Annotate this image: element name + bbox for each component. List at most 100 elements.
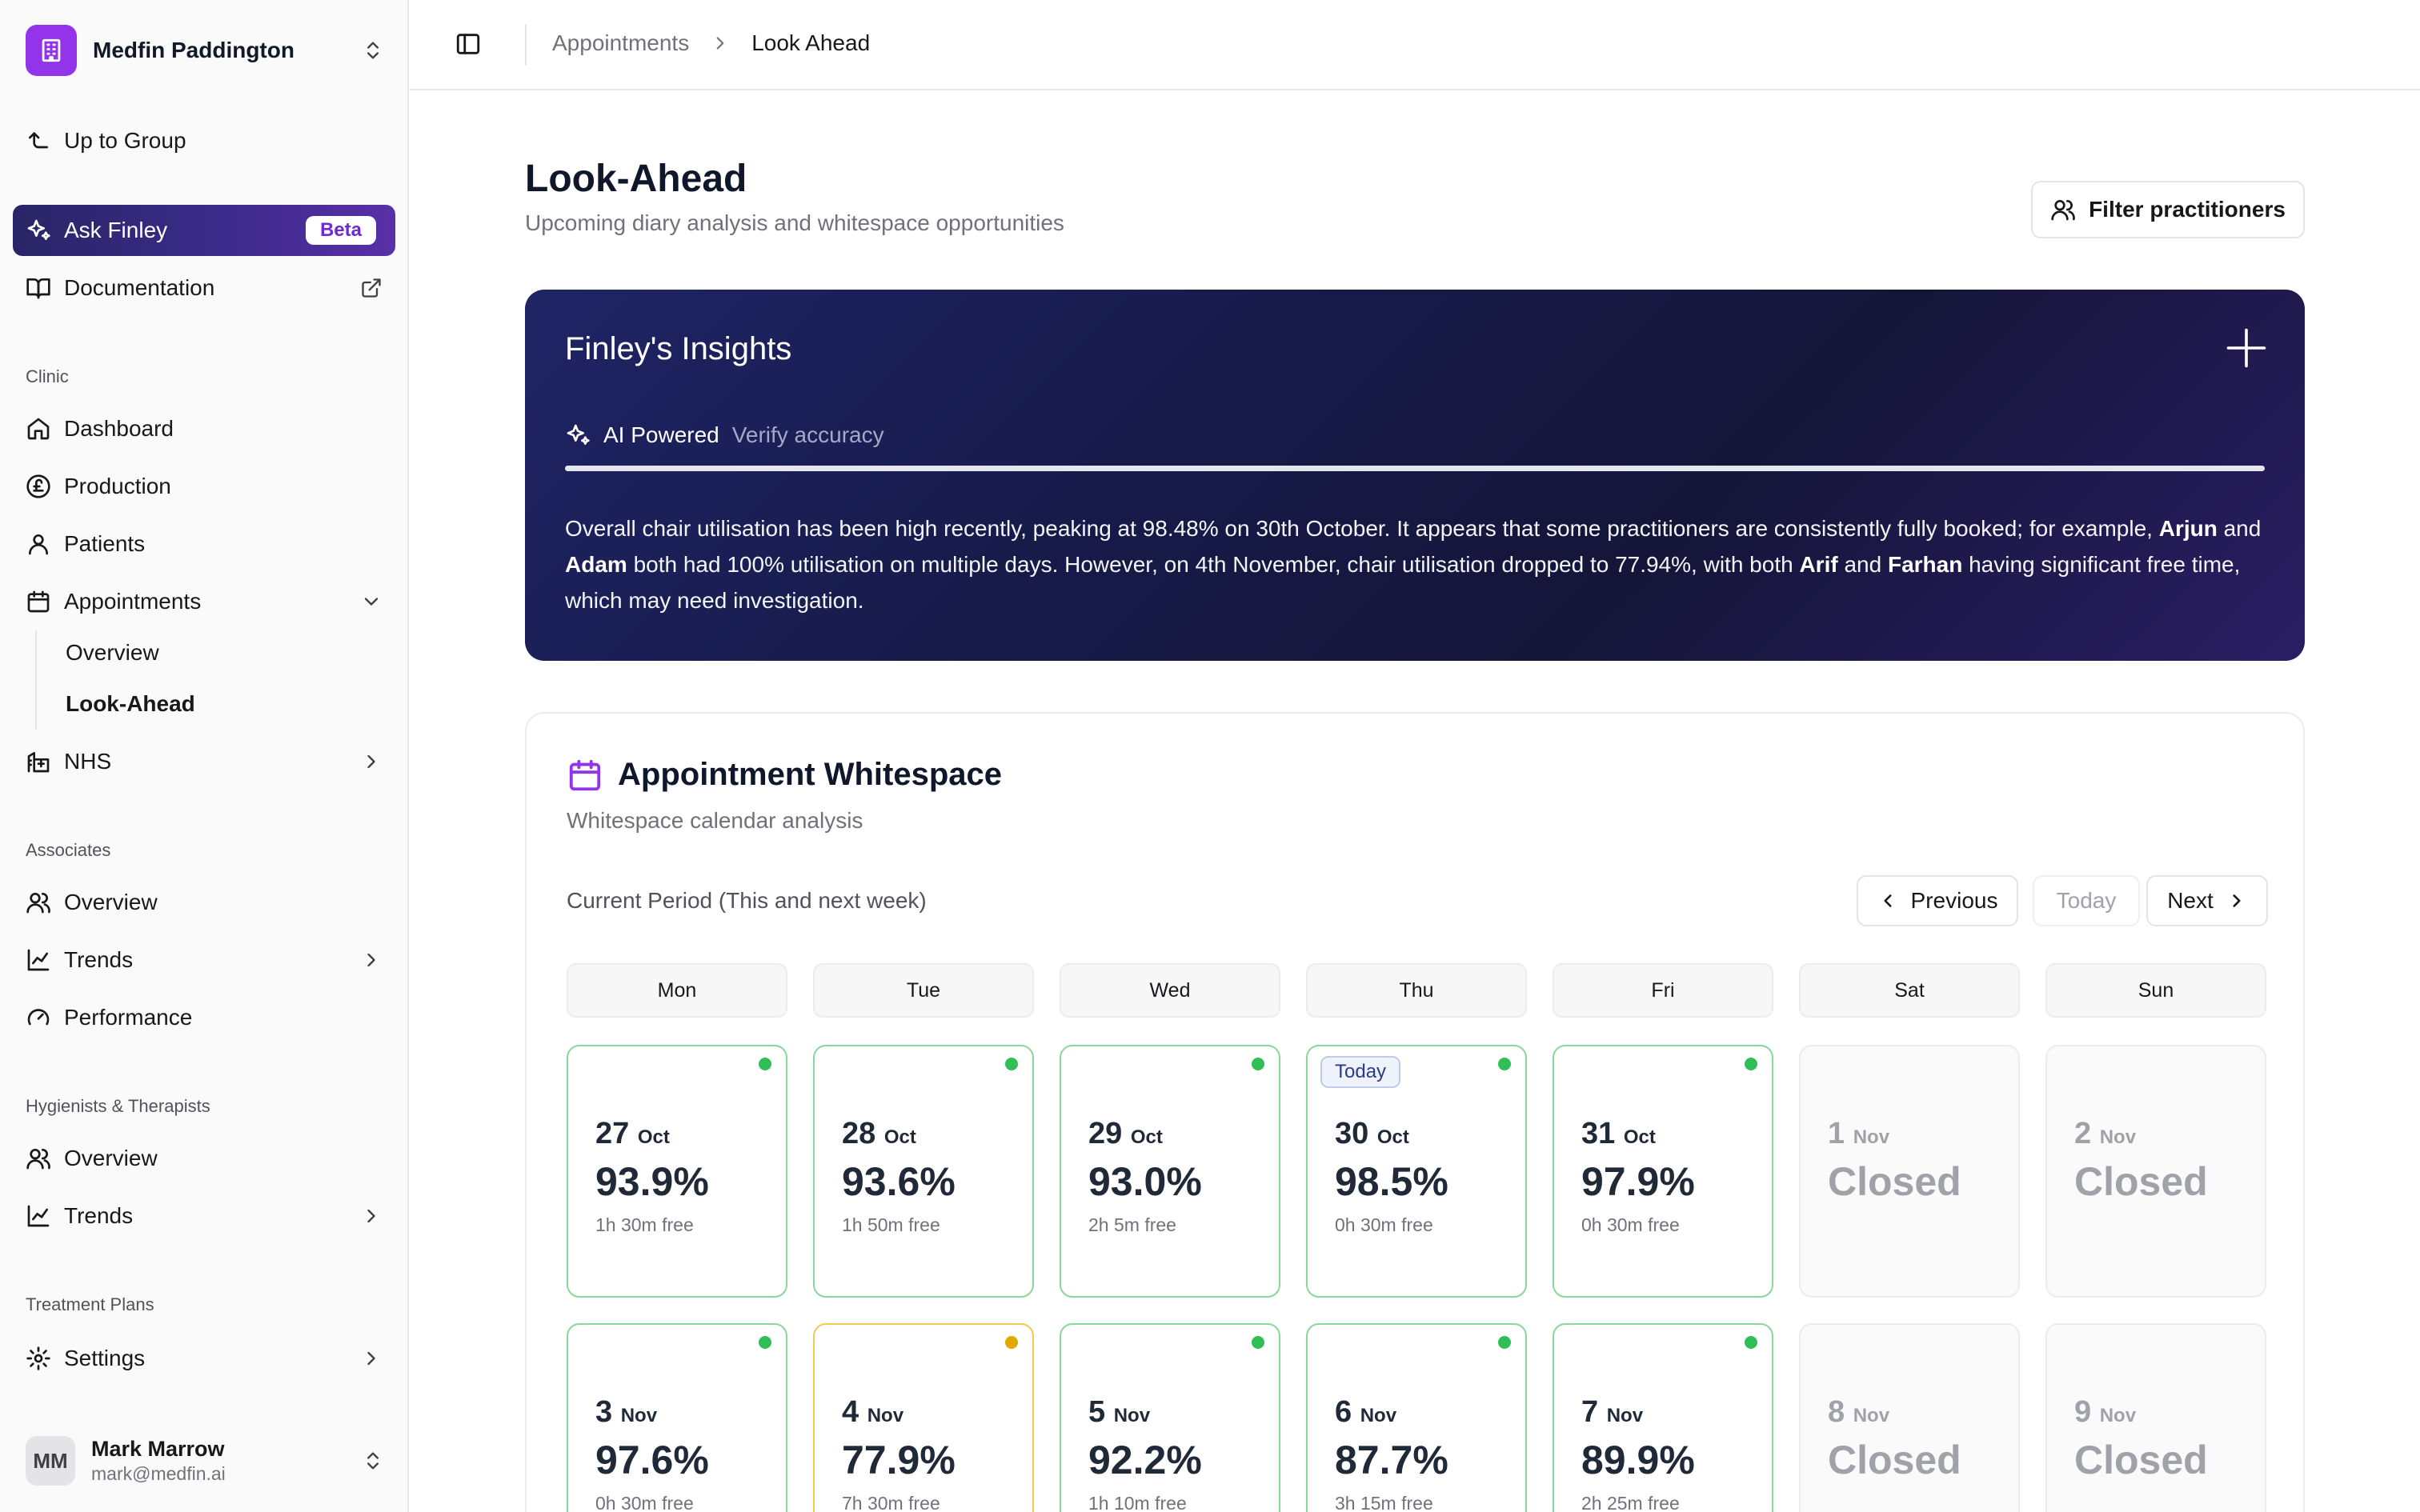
user-details: Mark Marrow mark@medfin.ai — [91, 1437, 362, 1485]
sidebar-item-associates-trends[interactable]: Trends — [13, 934, 395, 986]
breadcrumb-current: Look Ahead — [751, 30, 871, 55]
group-label-clinic: Clinic — [26, 366, 69, 386]
weekday-header: Sun — [2045, 963, 2266, 1018]
filter-practitioners-button[interactable]: Filter practitioners — [2031, 181, 2305, 238]
insights-title: Finley's Insights — [565, 331, 792, 366]
cell-day-number: 5 — [1088, 1395, 1106, 1429]
documentation-link[interactable]: Documentation — [13, 262, 395, 314]
org-name: Medfin Paddington — [93, 38, 294, 62]
gauge-icon — [27, 1009, 50, 1026]
sidebar-subitem-look-ahead[interactable]: Look-Ahead — [66, 691, 195, 716]
calendar-day-cell[interactable]: 6 Nov 87.7% 3h 15m free — [1306, 1323, 1527, 1512]
cell-day-number: 27 — [595, 1117, 630, 1150]
whitespace-card: Appointment Whitespace Whitespace calend… — [525, 712, 2305, 1512]
insights-name-adam: Adam — [565, 552, 627, 577]
ask-finley-label: Ask Finley — [64, 218, 168, 242]
chevron-right-icon — [367, 1209, 375, 1223]
cell-free-time: 0h 30m free — [1335, 1214, 1433, 1235]
calendar-day-cell[interactable]: 3 Nov 97.6% 0h 30m free — [567, 1323, 787, 1512]
cell-day-number: 2 — [2074, 1117, 2092, 1150]
cell-month: Nov — [1853, 1126, 1890, 1148]
line-chart-icon — [27, 1205, 50, 1227]
sidebar-item-nhs[interactable]: NHS — [13, 736, 395, 787]
avatar: MM — [26, 1436, 75, 1486]
calendar-day-cell[interactable]: 2 Nov Closed — [2045, 1045, 2266, 1298]
cell-utilisation: 93.0% — [1088, 1159, 1202, 1204]
user-name: Mark Marrow — [91, 1437, 225, 1461]
cell-month: Oct — [637, 1126, 670, 1148]
sidebar-item-associates-performance[interactable]: Performance — [13, 992, 395, 1043]
sidebar-item-associates-overview[interactable]: Overview — [13, 877, 395, 928]
cell-month: Oct — [883, 1126, 916, 1148]
weekday-header: Tue — [813, 963, 1034, 1018]
cell-free-time: 7h 30m free — [842, 1493, 940, 1512]
cell-date: 30 Oct — [1335, 1117, 1409, 1151]
cell-date: 3 Nov — [595, 1395, 657, 1430]
calendar-day-cell[interactable]: 9 Nov Closed — [2045, 1323, 2266, 1512]
cell-free-time: 2h 5m free — [1088, 1214, 1176, 1235]
sidebar-item-production[interactable]: Production — [13, 461, 395, 512]
cell-utilisation: 89.9% — [1581, 1438, 1695, 1482]
sidebar-item-label: Overview — [64, 1146, 158, 1170]
calendar-day-cell[interactable]: 29 Oct 93.0% 2h 5m free — [1060, 1045, 1280, 1298]
calendar-day-cell[interactable]: 4 Nov 77.9% 7h 30m free — [813, 1323, 1034, 1512]
cell-day-number: 1 — [1828, 1117, 1845, 1150]
sidebar-item-label: Appointments — [64, 589, 202, 614]
sidebar-item-dashboard[interactable]: Dashboard — [13, 403, 395, 454]
sidebar-item-patients[interactable]: Patients — [13, 518, 395, 570]
today-button[interactable]: Today — [2033, 875, 2140, 926]
breadcrumb-appointments[interactable]: Appointments — [552, 30, 690, 55]
org-switcher[interactable]: Medfin Paddington — [26, 24, 384, 77]
group-label-treatment-plans: Treatment Plans — [26, 1294, 154, 1314]
calendar-day-cell[interactable]: 5 Nov 92.2% 1h 10m free — [1060, 1323, 1280, 1512]
calendar-day-cell[interactable]: 7 Nov 89.9% 2h 25m free — [1553, 1323, 1773, 1512]
next-button[interactable]: Next — [2146, 875, 2268, 926]
status-dot — [1745, 1058, 1757, 1070]
ai-powered-row: AI Powered Verify accuracy — [565, 422, 884, 448]
up-to-group-link[interactable]: Up to Group — [13, 115, 395, 166]
cell-date: 27 Oct — [595, 1117, 670, 1151]
calendar-day-cell[interactable]: 8 Nov Closed — [1799, 1323, 2020, 1512]
plus-icon[interactable] — [2225, 326, 2268, 370]
cell-date: 1 Nov — [1828, 1117, 1889, 1151]
insights-text: Overall chair utilisation has been high … — [565, 510, 2265, 618]
verify-accuracy-label: Verify accuracy — [731, 422, 884, 447]
calendar-day-cell[interactable]: 28 Oct 93.6% 1h 50m free — [813, 1045, 1034, 1298]
weekday-header: Thu — [1306, 963, 1527, 1018]
user-menu[interactable]: MM Mark Marrow mark@medfin.ai — [26, 1432, 384, 1490]
calendar-day-cell[interactable]: Today 30 Oct 98.5% 0h 30m free — [1306, 1045, 1527, 1298]
calendar-day-cell[interactable]: 1 Nov Closed — [1799, 1045, 2020, 1298]
insights-text-part: having significant free time, which may … — [565, 552, 2241, 613]
cell-utilisation: 97.9% — [1581, 1159, 1695, 1204]
ask-finley-button[interactable]: Ask Finley Beta — [13, 205, 395, 256]
sidebar-item-label: NHS — [64, 749, 112, 774]
sidebar-subitem-overview[interactable]: Overview — [66, 640, 159, 665]
page-subtitle: Upcoming diary analysis and whitespace o… — [525, 210, 1064, 235]
sidebar-toggle-icon[interactable] — [455, 30, 482, 58]
chevrons-up-down-icon — [367, 1452, 379, 1470]
calendar-day-cell[interactable]: 27 Oct 93.9% 1h 30m free — [567, 1045, 787, 1298]
sparkles-icon — [567, 424, 590, 445]
insights-name-arjun: Arjun — [2158, 516, 2218, 541]
insights-name-farhan: Farhan — [1887, 552, 1963, 577]
cell-date: 6 Nov — [1335, 1395, 1396, 1430]
whitespace-title: Appointment Whitespace — [618, 757, 1003, 792]
previous-button[interactable]: Previous — [1857, 875, 2018, 926]
up-to-group-label: Up to Group — [64, 128, 186, 153]
pound-circle-icon — [26, 474, 50, 498]
cell-day-number: 28 — [842, 1117, 876, 1150]
chevron-down-icon — [364, 598, 379, 606]
cell-date: 5 Nov — [1088, 1395, 1150, 1430]
sidebar-item-hygienists-trends[interactable]: Trends — [13, 1190, 395, 1242]
cell-month: Nov — [1606, 1405, 1644, 1426]
status-dot — [1745, 1336, 1757, 1349]
cell-date: 31 Oct — [1581, 1117, 1656, 1151]
top-bar: Appointments Look Ahead — [410, 0, 2420, 90]
sidebar-item-settings[interactable]: Settings — [13, 1333, 395, 1384]
calendar-day-cell[interactable]: 31 Oct 97.9% 0h 30m free — [1553, 1045, 1773, 1298]
cell-day-number: 4 — [842, 1395, 859, 1429]
sidebar-item-hygienists-overview[interactable]: Overview — [13, 1133, 395, 1184]
building-icon — [26, 25, 77, 76]
sidebar-item-appointments[interactable]: Appointments — [13, 576, 395, 627]
calendar-icon — [569, 759, 601, 791]
